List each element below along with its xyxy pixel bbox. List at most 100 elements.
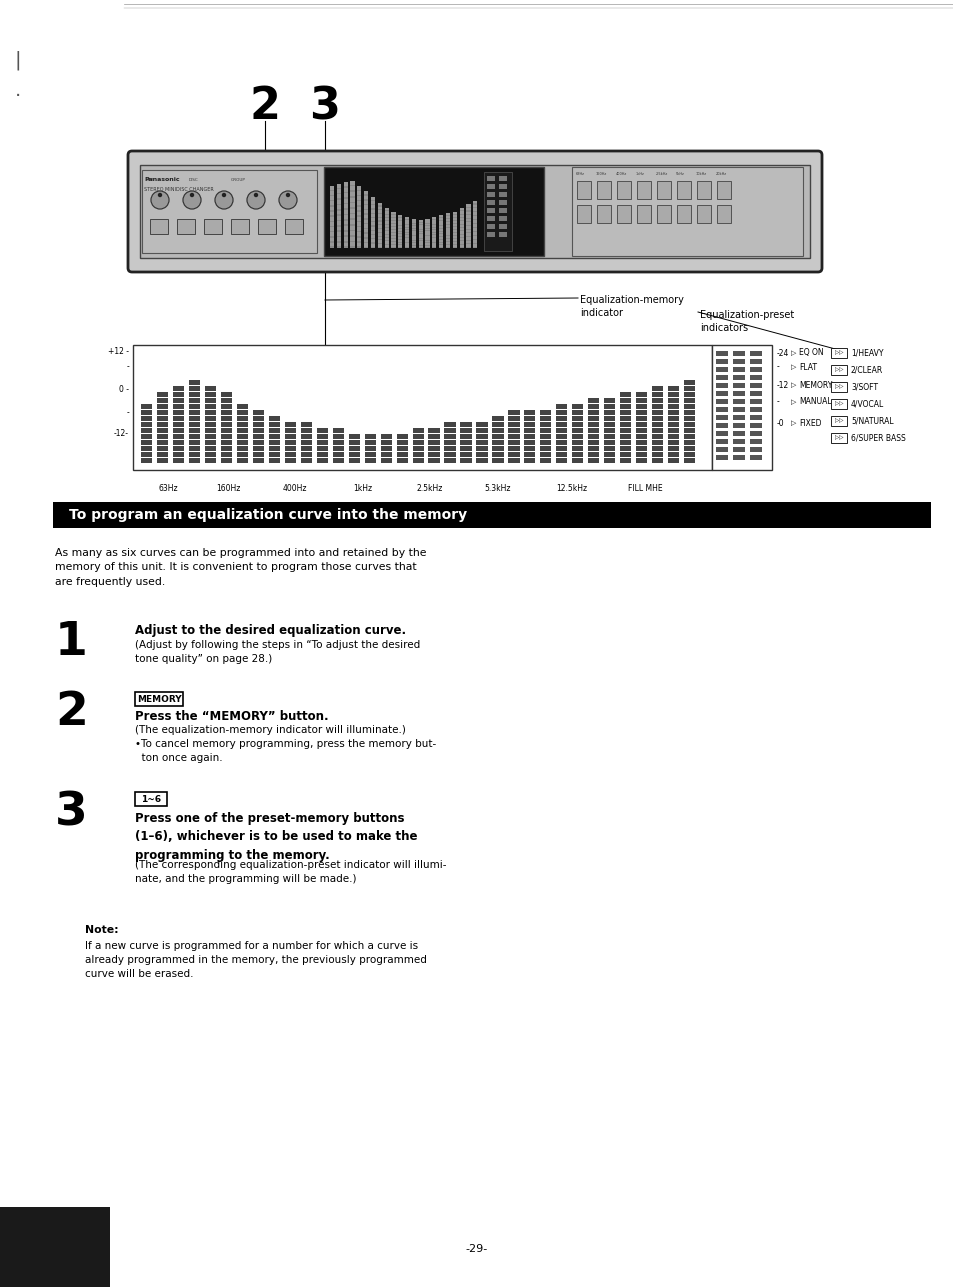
Bar: [205, 429, 215, 432]
Bar: [364, 238, 368, 242]
Bar: [732, 414, 744, 420]
Bar: [412, 440, 423, 445]
Bar: [476, 458, 487, 463]
Bar: [189, 452, 200, 457]
Bar: [141, 404, 152, 409]
Bar: [732, 456, 744, 459]
Bar: [412, 236, 416, 238]
Bar: [343, 193, 348, 197]
Bar: [236, 458, 248, 463]
Bar: [330, 243, 334, 246]
Bar: [371, 219, 375, 221]
Bar: [377, 218, 381, 220]
Bar: [445, 225, 450, 227]
Bar: [348, 440, 359, 445]
Bar: [405, 228, 409, 229]
Text: (Adjust by following the steps in “To adjust the desired
tone quality” on page 2: (Adjust by following the steps in “To ad…: [135, 640, 420, 664]
Bar: [412, 241, 416, 242]
Bar: [205, 434, 215, 439]
Bar: [473, 205, 476, 207]
Bar: [356, 223, 361, 225]
Bar: [371, 239, 375, 242]
Bar: [300, 447, 312, 450]
Bar: [284, 429, 295, 432]
Bar: [539, 447, 551, 450]
Text: DISC: DISC: [189, 178, 198, 181]
Bar: [157, 440, 168, 445]
Bar: [428, 434, 439, 439]
Bar: [405, 218, 409, 219]
Bar: [603, 440, 615, 445]
Bar: [336, 237, 340, 241]
Bar: [205, 452, 215, 457]
Bar: [205, 411, 215, 414]
Bar: [253, 416, 264, 421]
Bar: [636, 447, 647, 450]
Bar: [486, 232, 495, 237]
Bar: [749, 384, 761, 387]
Bar: [418, 234, 422, 236]
Bar: [453, 233, 456, 236]
Bar: [343, 183, 348, 248]
Bar: [749, 359, 761, 364]
Bar: [619, 452, 631, 457]
Bar: [466, 230, 470, 233]
Bar: [371, 243, 375, 247]
Bar: [391, 211, 395, 248]
Text: Press one of the preset-memory buttons
(1–6), whichever is to be used to make th: Press one of the preset-memory buttons (…: [135, 812, 417, 862]
Bar: [205, 458, 215, 463]
Bar: [177, 219, 194, 234]
Bar: [412, 221, 416, 223]
Bar: [652, 422, 662, 427]
Bar: [397, 246, 402, 247]
Bar: [438, 215, 443, 248]
Bar: [486, 184, 495, 189]
Bar: [377, 203, 381, 248]
Bar: [476, 434, 487, 439]
Bar: [330, 233, 334, 236]
Bar: [432, 228, 436, 229]
Bar: [486, 224, 495, 229]
Bar: [476, 422, 487, 427]
Bar: [508, 422, 519, 427]
Bar: [336, 199, 340, 203]
Bar: [636, 440, 647, 445]
Bar: [732, 439, 744, 444]
Bar: [716, 423, 727, 429]
Bar: [141, 429, 152, 432]
Bar: [418, 243, 422, 245]
Text: |: |: [14, 50, 21, 69]
Bar: [253, 429, 264, 432]
Text: -24: -24: [776, 349, 788, 358]
Bar: [236, 452, 248, 457]
Bar: [588, 458, 598, 463]
Text: .: .: [15, 81, 21, 99]
Bar: [683, 440, 695, 445]
Bar: [619, 404, 631, 409]
Text: ▷: ▷: [790, 350, 796, 356]
Bar: [830, 399, 846, 409]
Bar: [205, 386, 215, 391]
Bar: [364, 210, 368, 214]
Bar: [412, 219, 416, 220]
Bar: [572, 458, 583, 463]
Bar: [333, 434, 343, 439]
Text: 400Hz: 400Hz: [282, 484, 307, 493]
Bar: [269, 447, 279, 450]
Bar: [453, 230, 456, 232]
Text: 2.5kHz: 2.5kHz: [656, 172, 667, 176]
Bar: [524, 447, 535, 450]
Bar: [445, 219, 450, 221]
Bar: [391, 245, 395, 247]
Bar: [157, 434, 168, 439]
Bar: [405, 238, 409, 239]
Bar: [391, 236, 395, 238]
Bar: [683, 422, 695, 427]
Bar: [157, 398, 168, 403]
Bar: [364, 243, 368, 247]
Bar: [371, 197, 375, 248]
Text: ▷: ▷: [790, 399, 796, 405]
Bar: [716, 391, 727, 396]
Text: ▷▷: ▷▷: [834, 402, 842, 407]
Bar: [350, 237, 355, 241]
